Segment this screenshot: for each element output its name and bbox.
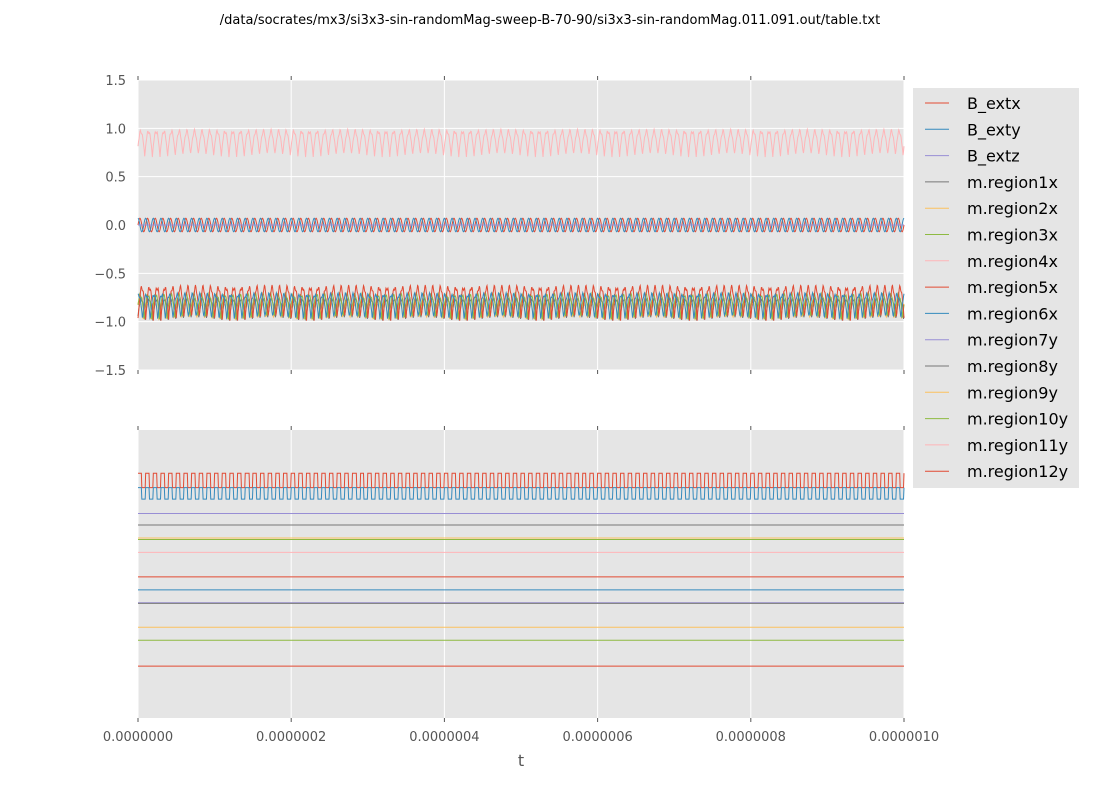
y-tick-label: 1.5 [105,74,126,89]
x-tick-label: 0.0000002 [256,730,326,745]
legend-label: m.region4x [967,252,1058,271]
x-axis-title: t [518,751,524,770]
page-title: /data/socrates/mx3/si3x3-sin-randomMag-s… [219,13,881,28]
legend-box [913,88,1079,488]
series-line-m.region4x [137,127,905,158]
y-tick-label: 0.5 [105,171,126,186]
y-tick-label: −0.5 [94,267,126,282]
legend-label: m.region10y [967,410,1068,429]
legend-label: m.region5x [967,278,1058,297]
x-tick-label: 0.0000008 [716,730,786,745]
bottom-ticks: 0.0000000 0.0000002 0.0000004 0.0000006 0.00… [103,426,939,745]
series-line-m.region3x [137,290,905,320]
top-ticks: −1.5 −1.0 −0.5 0.0 0.5 1.0 1.5 [94,74,905,379]
legend: B_extx B_exty B_extz m.region1x m.region2x m.… [925,94,1068,481]
legend-label: m.region8y [967,357,1058,376]
legend-label: m.region2x [967,199,1058,218]
y-tick-label: −1.5 [94,364,126,379]
x-tick-label: 0.0000006 [562,730,632,745]
y-tick-label: 1.0 [105,122,126,137]
x-tick-label: 0.0000004 [409,730,479,745]
series-line-m.region12y [138,472,905,489]
series-line-m.region5x [137,283,905,321]
legend-label: m.region9y [967,383,1058,402]
legend-label: m.region1x [967,173,1058,192]
legend-label: m.region12y [967,462,1068,481]
series-line-B_exty [137,217,905,233]
legend-label: m.region7y [967,331,1058,350]
top-series [137,127,905,321]
bottom-series [138,472,905,667]
legend-label: B_extz [967,147,1020,167]
legend-label: B_extx [967,94,1021,114]
series-line-m.region6x [137,290,905,320]
y-tick-label: 0.0 [105,219,126,234]
legend-label: m.region3x [967,226,1058,245]
y-tick-label: −1.0 [94,316,126,331]
x-tick-label: 0.0000000 [103,730,173,745]
series-line-unlabeled-6 [138,487,905,500]
x-tick-label: 0.0000010 [869,730,939,745]
legend-label: m.region6x [967,304,1058,323]
legend-label: m.region11y [967,436,1068,455]
legend-label: B_exty [967,120,1021,140]
